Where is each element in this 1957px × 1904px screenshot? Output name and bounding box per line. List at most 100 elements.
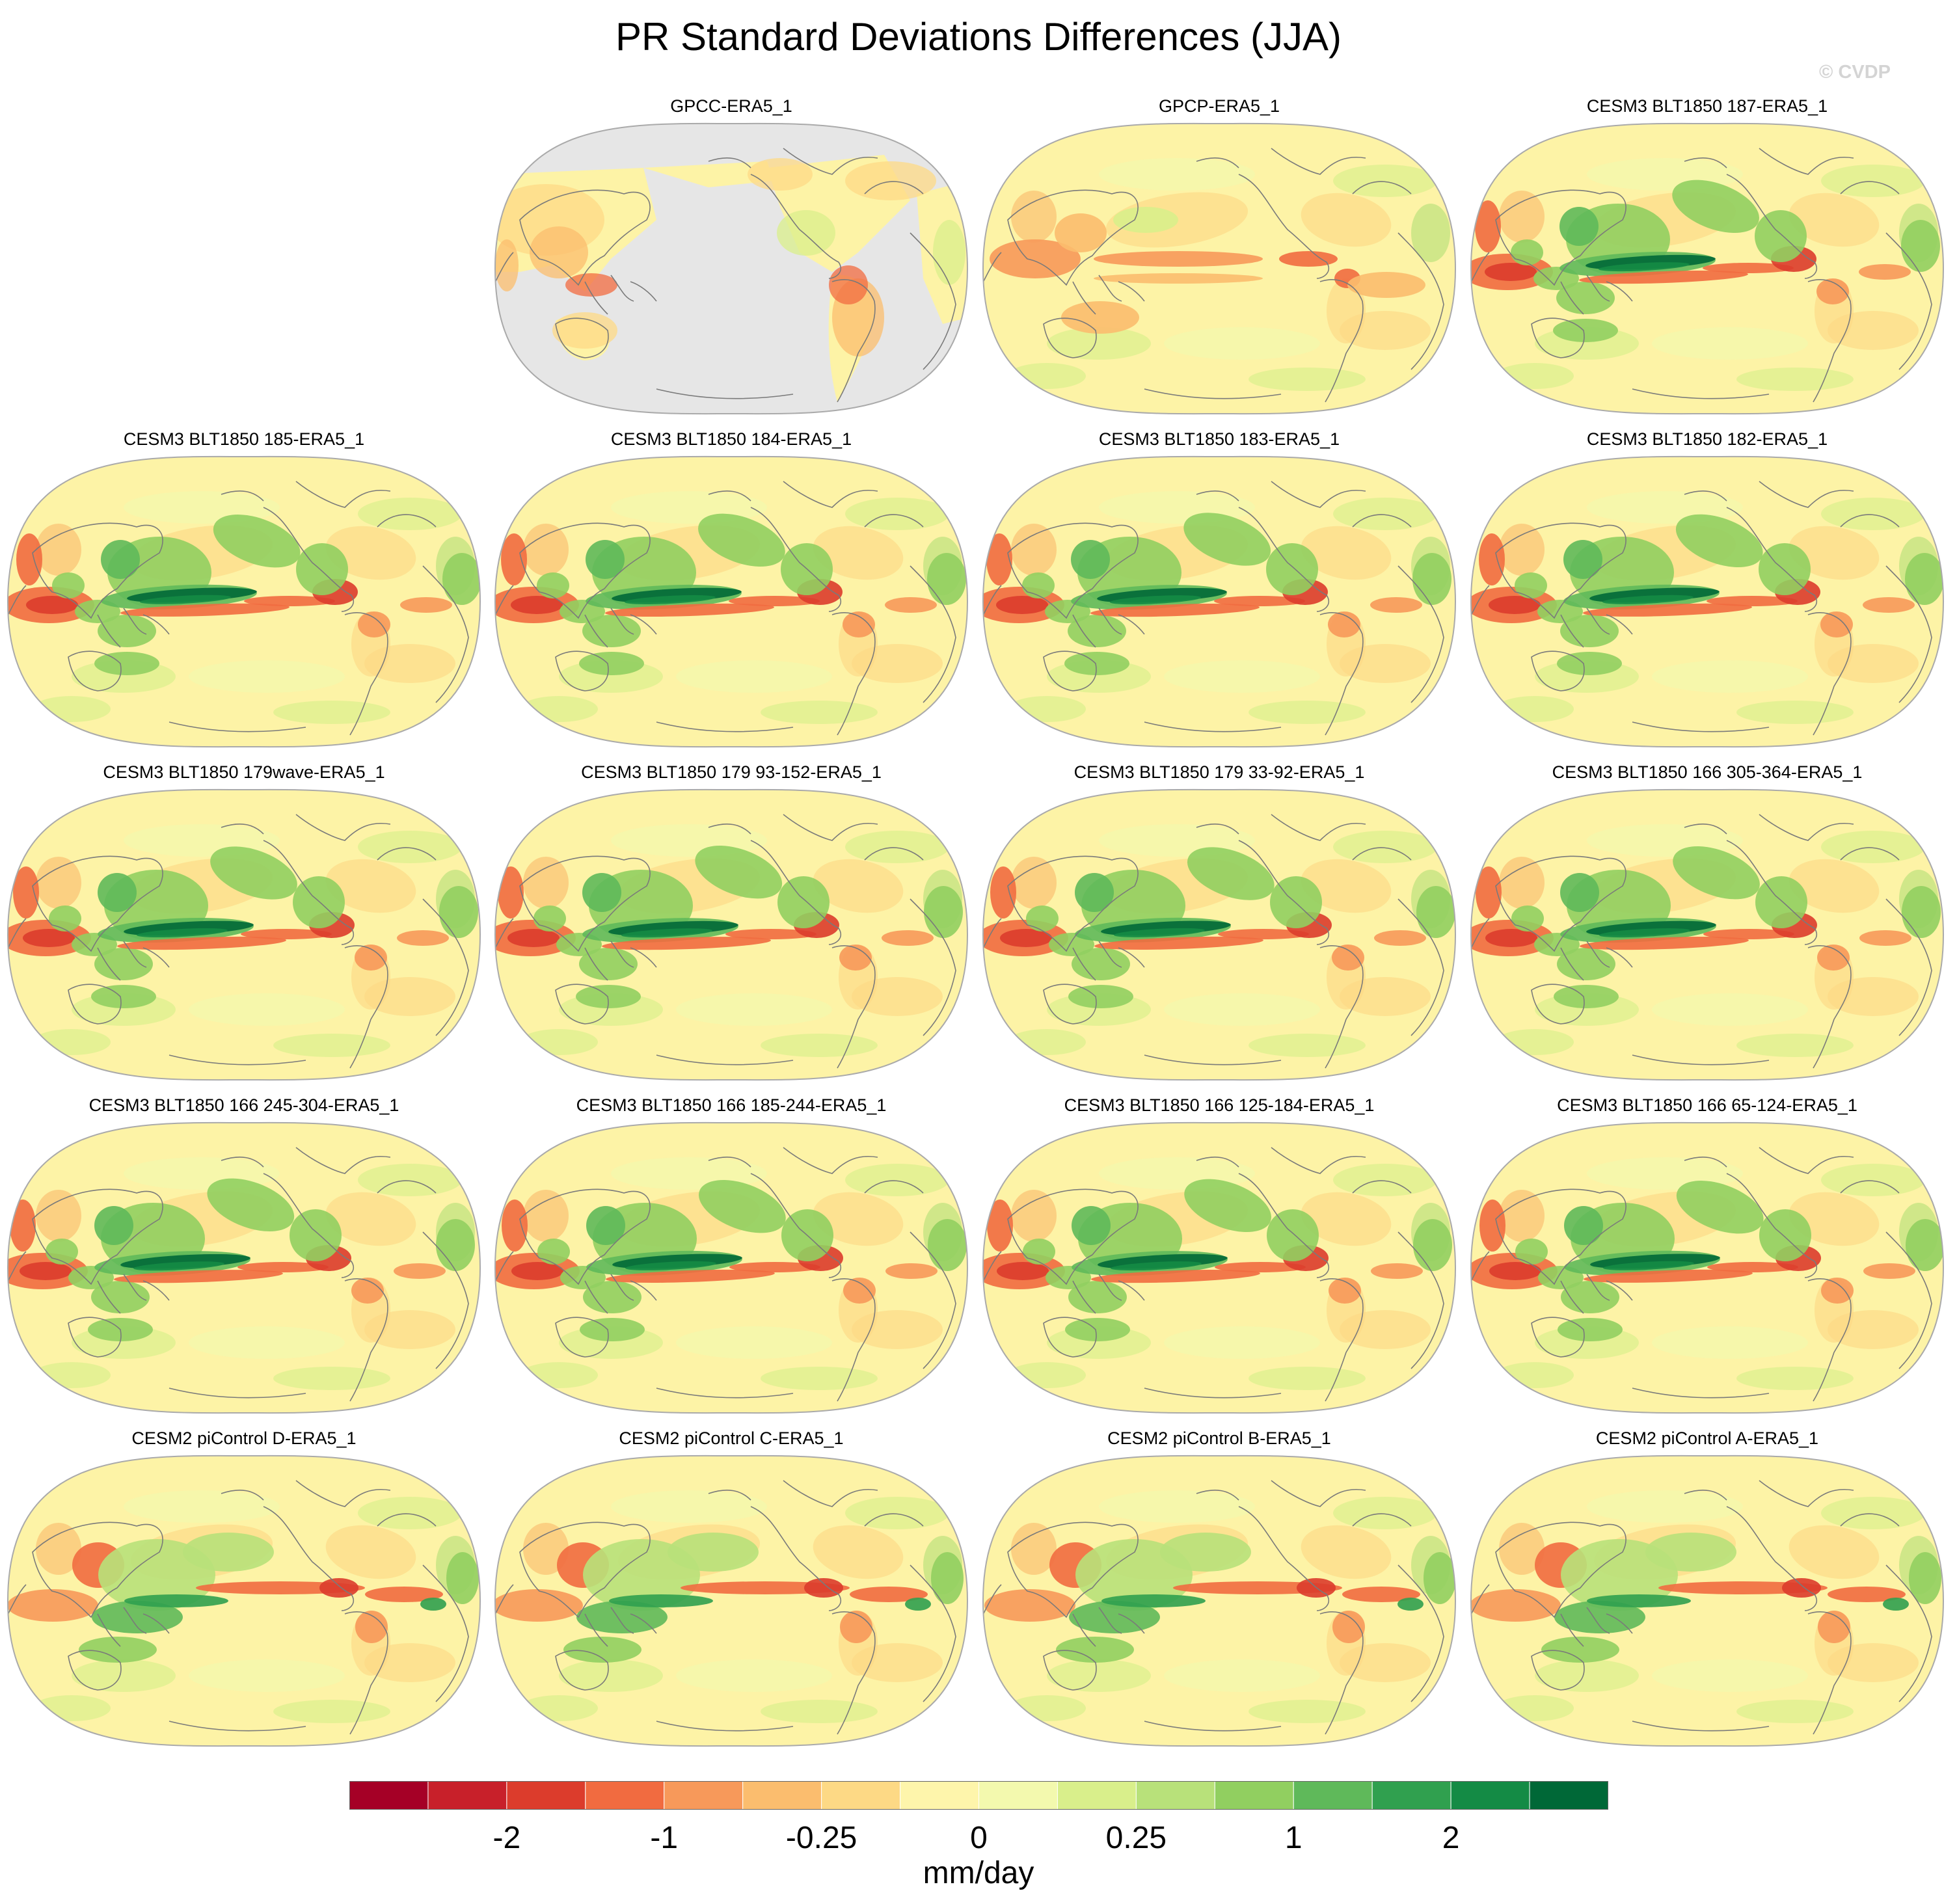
anomaly-patch [1563, 540, 1602, 579]
anomaly-patch [1075, 873, 1114, 912]
anomaly-patch [20, 1262, 72, 1280]
coastline [422, 1231, 469, 1369]
coastline [783, 148, 878, 175]
anomaly-patch [843, 1278, 876, 1304]
colorbar-segment [1371, 1781, 1451, 1810]
map-panel: CESM3 BLT1850 166 305-364-ERA5_1 [1470, 762, 1945, 1088]
anomaly-patch [325, 859, 416, 913]
coastline [1043, 984, 1097, 1025]
anomaly-patch [1347, 272, 1425, 298]
anomaly-patch [1736, 1034, 1854, 1057]
anomaly-patch [355, 945, 387, 971]
coastline [422, 1564, 469, 1702]
map-panel: CESM3 BLT1850 187-ERA5_1 [1470, 96, 1945, 422]
map-panel: CESM3 BLT1850 182-ERA5_1 [1470, 429, 1945, 755]
coastline [1118, 1280, 1145, 1301]
coastline [783, 481, 878, 508]
map-panel: CESM3 BLT1850 179 93-152-ERA5_1 [494, 762, 969, 1088]
anomaly-patch [52, 572, 85, 598]
coastline [864, 1180, 924, 1194]
coastline [32, 1188, 163, 1285]
coastline [1606, 1280, 1633, 1301]
coastline [1531, 650, 1585, 691]
colorbar-segment [978, 1781, 1058, 1810]
anomaly-patch [36, 524, 81, 576]
anomaly-patch [1266, 543, 1318, 595]
anomaly-patch [49, 905, 81, 932]
coastline [630, 281, 657, 302]
coastline [584, 941, 634, 981]
coastline [344, 1278, 388, 1402]
colorbar-tick-label: 2 [1442, 1821, 1460, 1855]
anomaly-patch [1821, 165, 1925, 197]
map-outline [7, 1121, 481, 1414]
coastline [1043, 1650, 1097, 1691]
coastlines [1471, 814, 1932, 1069]
anomaly-patch [1114, 928, 1205, 937]
coastline [1072, 608, 1122, 648]
anomaly-patch [1788, 526, 1880, 580]
anomaly-patch [611, 1490, 767, 1523]
coastline [750, 507, 842, 612]
coastline [32, 1522, 163, 1618]
coastline [1118, 614, 1145, 635]
anomaly-patch [1511, 905, 1544, 932]
map-field [983, 789, 1455, 1080]
anomaly-patch [1580, 936, 1749, 950]
panel-title: CESM2 piControl B-ERA5_1 [1107, 1428, 1331, 1448]
anomaly-patch [1301, 526, 1392, 580]
coastline [1684, 157, 1727, 168]
coastline [1238, 507, 1330, 612]
anomaly-patch [840, 1611, 872, 1643]
map-outline [7, 455, 481, 748]
anomaly-patch [33, 1029, 111, 1055]
coastline [1495, 1188, 1626, 1285]
anomaly-patch [98, 615, 156, 647]
coastlines [983, 1480, 1444, 1735]
anomaly-patch [729, 1262, 820, 1272]
anomaly-patch [1583, 603, 1752, 617]
coastline [1885, 898, 1932, 1036]
anomaly-patch [1413, 1219, 1452, 1271]
coastline [1043, 317, 1097, 358]
coastline [708, 157, 751, 168]
coastline [1397, 898, 1444, 1036]
anomaly-patch [777, 210, 835, 256]
anomaly-patch [843, 611, 875, 637]
anomaly-patch [1301, 193, 1392, 247]
anomaly-patch [1068, 985, 1133, 1008]
anomaly-patch [325, 1525, 416, 1579]
coastline [1885, 232, 1932, 370]
map-image [1470, 1121, 1945, 1414]
anomaly-patch [1515, 572, 1547, 598]
panel-title: CESM3 BLT1850 166 305-364-ERA5_1 [1552, 762, 1863, 782]
anomaly-patch [676, 660, 832, 693]
anomaly-patch [1788, 859, 1880, 913]
colorbar-units: mm/day [923, 1856, 1034, 1890]
anomaly-patch [813, 1192, 904, 1246]
anomaly-patch [98, 873, 137, 912]
anomaly-patch [1248, 1034, 1366, 1057]
coastline [142, 614, 170, 635]
anomaly-patch [1859, 930, 1911, 946]
anomaly-patch [845, 498, 949, 530]
coastline [1319, 945, 1364, 1069]
anomaly-patch [1064, 652, 1129, 675]
panel-title: CESM2 piControl C-ERA5_1 [619, 1428, 844, 1448]
anomaly-patch [1011, 1190, 1057, 1242]
map-outline [982, 1455, 1457, 1747]
coastline [750, 174, 842, 279]
anomaly-patch [1248, 701, 1366, 724]
anomaly-patch [365, 1587, 443, 1602]
coastline [1072, 1607, 1122, 1647]
anomaly-patch [124, 1594, 228, 1607]
anomaly-patch [1485, 263, 1537, 281]
anomaly-patch [358, 1164, 462, 1196]
anomaly-patch [1068, 615, 1126, 647]
anomaly-patch [523, 524, 569, 576]
anomaly-patch [1828, 1587, 1906, 1602]
panel-title: GPCP-ERA5_1 [1158, 96, 1280, 116]
anomaly-patch [1676, 1181, 1764, 1234]
anomaly-patch [924, 886, 963, 938]
anomaly-patch [1645, 1533, 1736, 1572]
